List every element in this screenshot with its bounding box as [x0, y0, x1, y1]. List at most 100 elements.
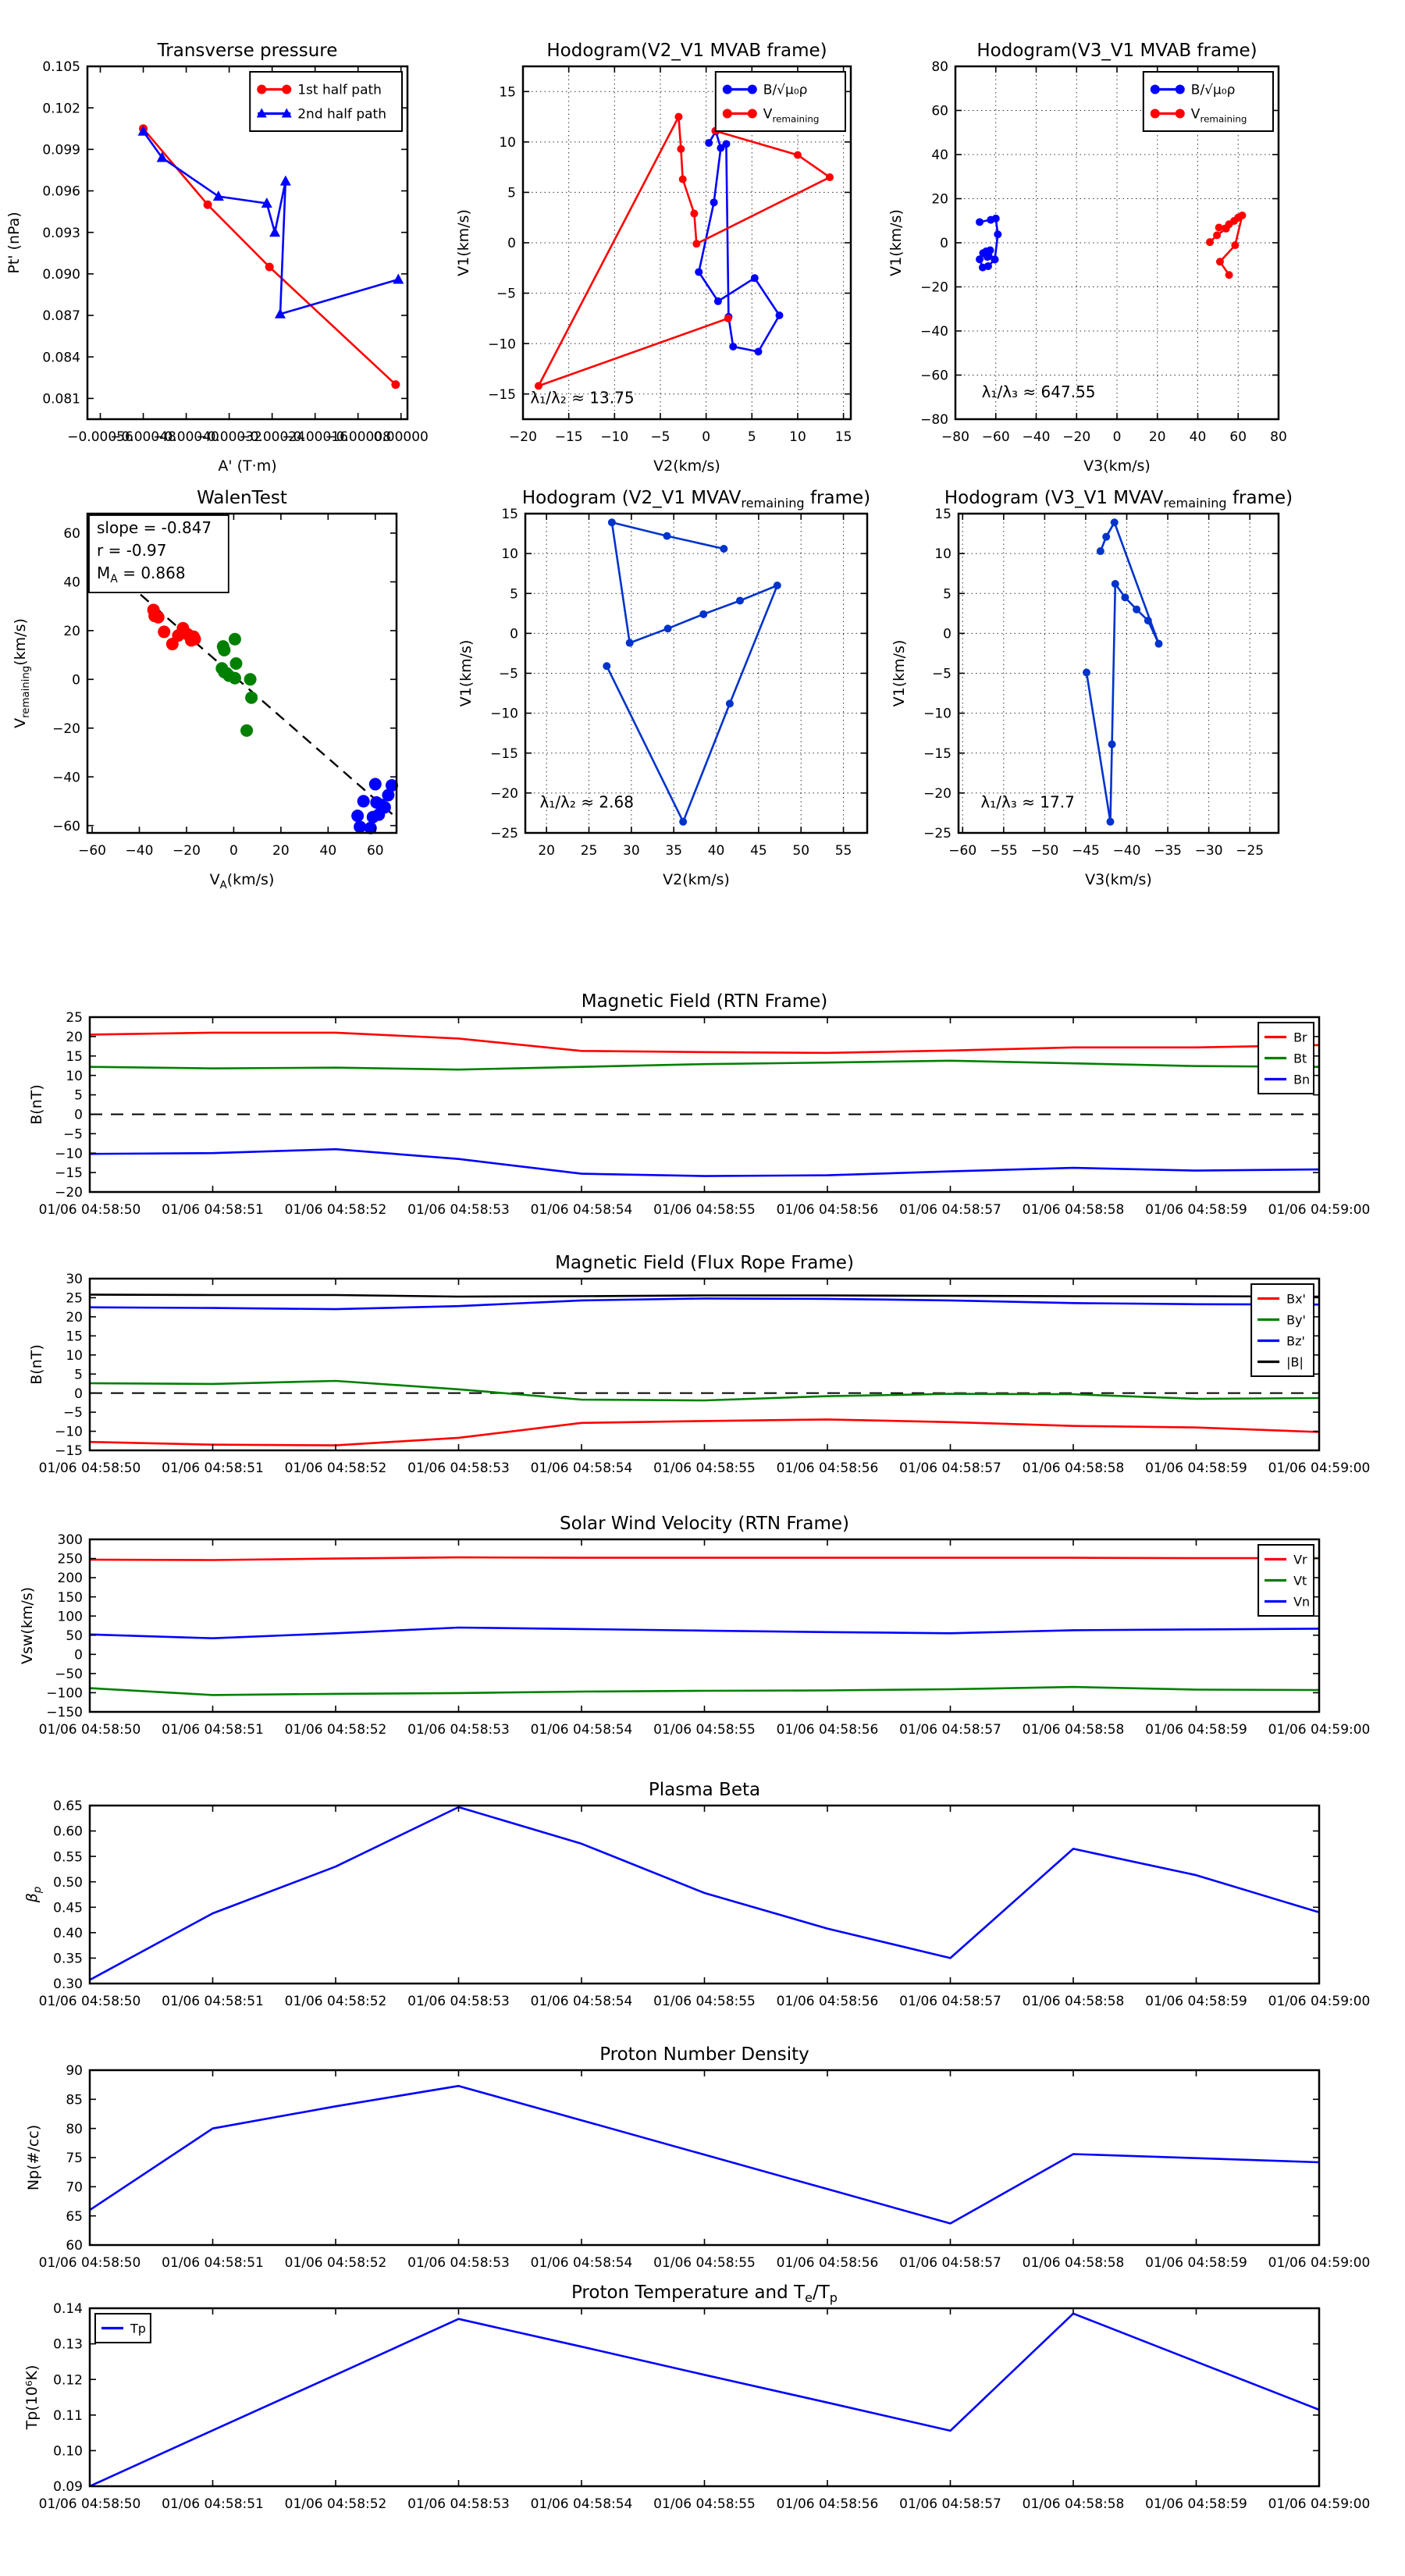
solar-wind-velocity-ytick: −100	[46, 1686, 83, 1702]
plasma-beta-xtick: 01/06 04:58:54	[531, 1994, 633, 2009]
plasma-beta-ylabel: βp	[23, 1887, 44, 1904]
mag-field-rtn-xtick: 01/06 04:58:51	[162, 1202, 264, 1218]
svg-text:Tp: Tp	[130, 2321, 146, 2336]
walen-test-xtick: 0	[229, 843, 238, 859]
hodogram-v2v1-mvab-ytick: 15	[499, 84, 516, 100]
mag-field-rtn-plot: 01/06 04:58:50 01/06 04:58:51 01/06 04:58:…	[28, 991, 1370, 1218]
mag-field-flux-rope-xtick: 01/06 04:58:55	[653, 1461, 756, 1476]
solar-wind-velocity-xtick: 01/06 04:59:00	[1268, 1722, 1371, 1738]
mag-field-rtn-ytick: 0	[74, 1108, 83, 1123]
solar-wind-velocity-xtick: 01/06 04:58:51	[162, 1722, 264, 1738]
solar-wind-velocity-ylabel: Vsw(km/s)	[19, 1587, 36, 1664]
hodogram-v3v1-mvab-xtick: −60	[982, 429, 1010, 445]
svg-text:MA = 0.868: MA = 0.868	[97, 564, 186, 585]
mag-field-flux-rope-ytick: −5	[63, 1405, 83, 1421]
proton-density-ylabel: Np(#/cc)	[25, 2125, 42, 2190]
hodogram-v2v1-mvav-ytick: 15	[501, 507, 518, 522]
mag-field-rtn-ytick: −15	[55, 1165, 83, 1181]
proton-temperature-xtick: 01/06 04:58:56	[777, 2496, 879, 2512]
hodogram-v2v1-mvav-annotation: λ₁/λ₂ ≈ 2.68	[539, 792, 633, 811]
svg-text:Vt: Vt	[1293, 1573, 1307, 1588]
mag-field-flux-rope-ytick: 0	[74, 1386, 83, 1402]
transverse-pressure-series-1st-half-path	[142, 127, 397, 386]
hodogram-v3v1-mvav-ytick: −10	[923, 706, 951, 722]
plasma-beta-xtick: 01/06 04:58:58	[1023, 1994, 1125, 2009]
mag-field-flux-rope-xtick: 01/06 04:58:57	[899, 1461, 1001, 1476]
hodogram-v3v1-mvav-xtick: −40	[1113, 843, 1141, 859]
proton-temperature-xtick: 01/06 04:58:54	[531, 2496, 633, 2512]
solar-wind-velocity-ytick: 150	[58, 1590, 83, 1606]
plasma-beta-ytick: 0.65	[53, 1799, 83, 1814]
proton-temperature-xtick: 01/06 04:59:00	[1268, 2496, 1371, 2512]
mag-field-rtn-ytick: −5	[63, 1126, 83, 1142]
plasma-beta-xtick: 01/06 04:58:53	[407, 1994, 510, 2009]
hodogram-v3v1-mvav-xlabel: V3(km/s)	[1085, 871, 1152, 888]
hodogram-v2v1-mvav-ytick: −10	[490, 706, 518, 722]
walen-test-xlabel: VA(km/s)	[210, 871, 275, 891]
mag-field-flux-rope-xtick: 01/06 04:58:53	[407, 1461, 510, 1476]
hodogram-v2v1-mvav-xtick: 45	[750, 843, 767, 859]
hodogram-v2v1-mvab-ytick: −10	[488, 336, 516, 352]
mag-field-flux-rope-ytick: 20	[66, 1310, 83, 1325]
proton-density-xtick: 01/06 04:58:50	[39, 2255, 141, 2271]
proton-density-xtick: 01/06 04:58:55	[653, 2255, 756, 2271]
mag-field-rtn-ytick: 5	[74, 1088, 83, 1104]
solar-wind-velocity-xtick: 01/06 04:58:57	[899, 1722, 1001, 1738]
plasma-beta-ytick: 0.50	[53, 1875, 83, 1891]
mag-field-flux-rope-xtick: 01/06 04:58:54	[531, 1461, 633, 1476]
proton-density-xtick: 01/06 04:58:51	[162, 2255, 264, 2271]
mag-field-flux-rope-xtick: 01/06 04:58:50	[39, 1461, 141, 1476]
mag-field-rtn-series-Bt	[89, 1059, 1320, 1071]
proton-density-series-Np	[89, 2084, 1320, 2225]
hodogram-v2v1-mvav-ytick: −25	[490, 826, 518, 841]
transverse-pressure-series-2nd-half-path	[142, 130, 399, 315]
hodogram-v2v1-mvav-xtick: 50	[792, 843, 809, 859]
plasma-beta-xtick: 01/06 04:58:56	[777, 1994, 879, 2009]
hodogram-v2v1-mvav-xtick: 40	[708, 843, 725, 859]
hodogram-v2v1-mvab-ytick: −15	[488, 387, 516, 403]
transverse-pressure-ytick: 0.081	[42, 392, 80, 407]
svg-text:2nd half path: 2nd half path	[297, 107, 386, 123]
walen-test-xtick: 40	[320, 843, 337, 859]
hodogram-v2v1-mvav-series-V-remaining-path	[606, 521, 779, 823]
hodogram-v2v1-mvab-xtick: 5	[748, 429, 756, 445]
hodogram-v3v1-mvab-ytick: 40	[931, 148, 948, 163]
plasma-beta-ytick: 0.35	[53, 1952, 83, 1967]
hodogram-v2v1-mvab-xtick: −15	[555, 429, 583, 445]
solar-wind-velocity-xtick: 01/06 04:58:56	[777, 1722, 879, 1738]
hodogram-v3v1-mvav-plot: −60 −55 −50 −45 −40 −35 −30 −25−25−20−15−10−505…	[891, 488, 1293, 888]
proton-density-xtick: 01/06 04:58:52	[285, 2255, 387, 2271]
svg-text:Br: Br	[1293, 1030, 1307, 1044]
mag-field-rtn-xtick: 01/06 04:59:00	[1268, 1202, 1371, 1218]
plasma-beta-ytick: 0.40	[53, 1926, 83, 1941]
hodogram-v2v1-mvab-legend: B/√μ₀ρ Vremaining	[714, 71, 846, 132]
plasma-beta-xtick: 01/06 04:58:50	[39, 1994, 141, 2009]
hodogram-v3v1-mvab-ytick: −60	[920, 368, 948, 384]
mag-field-flux-rope-xtick: 01/06 04:58:56	[777, 1461, 879, 1476]
mag-field-flux-rope-ytick: −10	[55, 1425, 83, 1440]
plasma-beta-ytick: 0.60	[53, 1824, 83, 1840]
plasma-beta-xtick: 01/06 04:58:57	[899, 1994, 1001, 2009]
hodogram-v3v1-mvav-series-V-remaining-path	[1085, 521, 1160, 823]
hodogram-v2v1-mvab-xtick: 0	[702, 429, 710, 445]
hodogram-v2v1-mvab-xtick: −20	[509, 429, 537, 445]
proton-density-xtick: 01/06 04:58:59	[1145, 2255, 1247, 2271]
hodogram-v3v1-mvav-ytick: −5	[932, 667, 951, 682]
hodogram-v3v1-mvab-ytick: 0	[940, 236, 948, 251]
hodogram-v3v1-mvab-ytick: −80	[920, 412, 948, 428]
mag-field-rtn-ytick: −10	[55, 1146, 83, 1162]
plasma-beta-xtick: 01/06 04:58:51	[162, 1994, 264, 2009]
proton-density-ytick: 70	[66, 2179, 83, 2195]
walen-test-ytick: −40	[52, 770, 80, 785]
hodogram-v3v1-mvab-xtick: 40	[1190, 429, 1207, 445]
hodogram-v2v1-mvav-plot: 20 25 30 35 40 45 50 55 −25 −20 −15 −10 −5 0 5 10 15 Hodo…	[457, 488, 870, 888]
solar-wind-velocity-ytick: 50	[66, 1628, 83, 1644]
solar-wind-velocity-xtick: 01/06 04:58:58	[1023, 1722, 1125, 1738]
hodogram-v3v1-mvab-xtick: −40	[1023, 429, 1051, 445]
hodogram-v3v1-mvab-ytick: 20	[931, 192, 948, 208]
hodogram-v2v1-mvav-xtick: 55	[835, 843, 852, 859]
proton-density-ytick: 90	[66, 2063, 83, 2079]
hodogram-v2v1-mvav-xtick: 35	[665, 843, 682, 859]
transverse-pressure-xtick: −0.00008	[325, 429, 391, 445]
hodogram-v2v1-mvab-xlabel: V2(km/s)	[653, 457, 720, 475]
